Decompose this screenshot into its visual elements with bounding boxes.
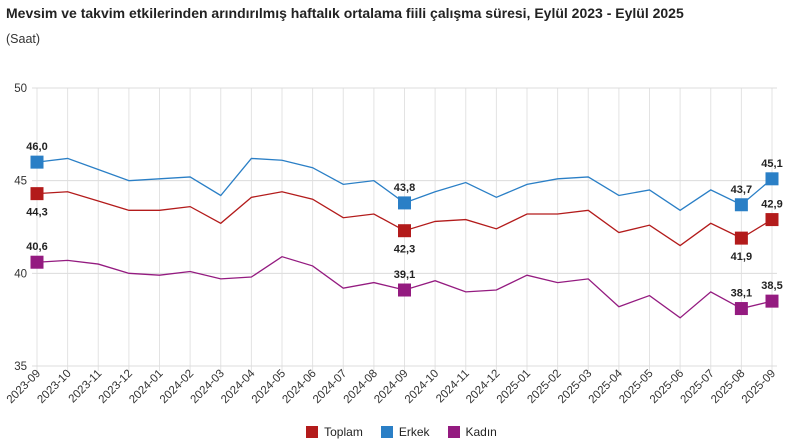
data-point-marker (734, 302, 748, 316)
data-label: 38,5 (761, 280, 782, 292)
data-point-marker (30, 187, 44, 201)
x-tick-label: 2024-10 (403, 368, 441, 406)
legend-item-toplam[interactable]: Toplam (306, 425, 363, 439)
chart-title: Mevsim ve takvim etkilerinden arındırılm… (6, 5, 684, 21)
data-label: 43,8 (394, 182, 415, 194)
y-tick-label: 40 (14, 268, 27, 280)
data-label: 44,3 (26, 207, 47, 219)
data-point-marker (765, 213, 779, 227)
chart-subtitle: (Saat) (6, 32, 41, 46)
legend-swatch (447, 426, 460, 438)
data-label: 40,6 (26, 241, 47, 253)
data-point-marker (30, 155, 44, 169)
data-label: 46,0 (26, 141, 47, 153)
legend-item-erkek[interactable]: Erkek (380, 425, 430, 439)
legend-item-kadın[interactable]: Kadın (447, 425, 497, 439)
y-tick-label: 35 (14, 361, 27, 373)
legend-label: Toplam (324, 425, 363, 439)
data-point-marker (398, 224, 411, 238)
x-tick-label: 2023-10 (35, 368, 73, 406)
data-point-marker (398, 283, 411, 297)
data-label: 39,1 (394, 269, 415, 281)
legend-label: Erkek (398, 425, 430, 439)
legend-swatch (380, 426, 393, 438)
data-point-marker (734, 231, 748, 245)
data-label: 41,9 (731, 251, 752, 263)
data-point-marker (765, 172, 779, 186)
legend-swatch (306, 426, 319, 438)
data-label: 38,1 (731, 288, 752, 300)
data-label: 42,9 (761, 199, 782, 211)
data-label: 43,7 (731, 184, 752, 196)
data-label: 45,1 (761, 158, 782, 170)
data-point-marker (30, 255, 44, 269)
legend-label: Kadın (465, 425, 497, 439)
data-point-marker (734, 198, 748, 212)
y-tick-label: 45 (14, 176, 27, 188)
data-point-marker (765, 294, 779, 308)
legend: Toplam Erkek Kadın (0, 425, 803, 439)
x-tick-label: 2025-09 (740, 368, 778, 406)
data-point-marker (398, 196, 411, 210)
data-label: 42,3 (394, 244, 415, 256)
y-tick-label: 50 (14, 83, 27, 95)
